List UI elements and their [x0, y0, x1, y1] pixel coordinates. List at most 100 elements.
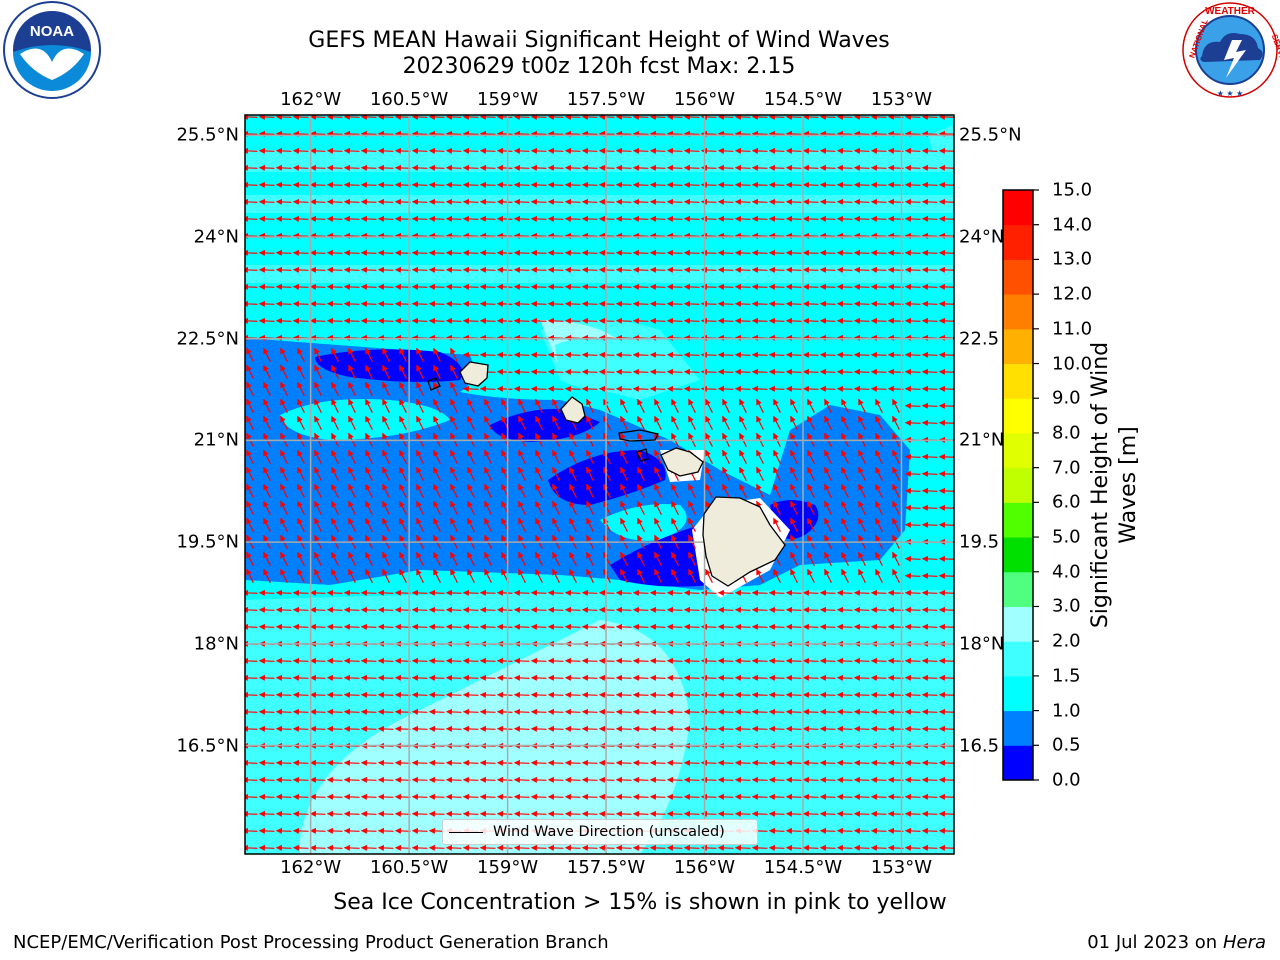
wave-direction-arrow — [292, 115, 309, 120]
wave-direction-arrow — [309, 266, 326, 273]
wave-direction-arrow — [479, 215, 496, 222]
wave-direction-arrow — [433, 381, 441, 396]
wave-direction-arrow — [377, 181, 394, 188]
colorbar-swatch — [1003, 641, 1033, 677]
wave-direction-arrow — [348, 347, 356, 362]
wave-direction-arrow — [751, 181, 768, 188]
wave-direction-arrow — [246, 347, 254, 362]
wave-direction-arrow — [428, 317, 445, 324]
wave-direction-arrow — [428, 130, 445, 137]
colorbar-swatch — [1003, 224, 1033, 260]
wave-direction-arrow — [547, 385, 564, 392]
colorbar-tick-label: 12.0 — [1052, 283, 1093, 305]
wave-direction-arrow — [479, 115, 496, 120]
wave-direction-arrow — [326, 147, 343, 154]
wave-direction-arrow — [428, 181, 445, 188]
wave-direction-arrow — [938, 351, 954, 358]
wave-direction-arrow — [331, 364, 339, 379]
wave-direction-arrow — [632, 198, 649, 205]
wave-direction-arrow — [411, 181, 428, 188]
wave-direction-arrow — [836, 232, 853, 239]
wave-direction-arrow — [683, 130, 700, 137]
wave-direction-arrow — [530, 368, 547, 375]
wave-direction-arrow — [479, 266, 496, 273]
wave-direction-arrow — [394, 130, 411, 137]
wave-direction-arrow — [399, 381, 407, 396]
colorbar-tick-label: 15.0 — [1052, 179, 1093, 201]
wave-direction-arrow — [785, 215, 802, 222]
wave-direction-arrow — [598, 130, 615, 137]
wave-direction-arrow — [360, 249, 377, 256]
wave-direction-arrow — [717, 317, 734, 324]
wave-direction-arrow — [496, 232, 513, 239]
wave-direction-arrow — [496, 249, 513, 256]
wave-direction-arrow — [513, 317, 530, 324]
wave-direction-arrow — [870, 147, 887, 154]
wave-direction-arrow — [297, 347, 305, 362]
wave-direction-arrow — [666, 283, 683, 290]
wave-direction-arrow — [615, 266, 632, 273]
colorbar-swatch — [1003, 502, 1033, 538]
wave-direction-arrow — [382, 347, 390, 362]
wave-direction-arrow — [853, 351, 870, 358]
wave-direction-arrow — [377, 164, 394, 171]
wave-direction-arrow — [326, 283, 343, 290]
wave-direction-arrow — [598, 198, 615, 205]
wave-direction-arrow — [479, 164, 496, 171]
wave-direction-arrow — [785, 283, 802, 290]
wave-direction-arrow — [479, 130, 496, 137]
wave-direction-arrow — [853, 181, 870, 188]
wave-direction-arrow — [819, 385, 836, 392]
wave-direction-arrow — [496, 215, 513, 222]
colorbar-tick-label: 8.0 — [1052, 422, 1081, 444]
wave-direction-arrow — [377, 147, 394, 154]
wave-direction-arrow — [326, 130, 343, 137]
wave-direction-arrow — [802, 232, 819, 239]
wave-direction-arrow — [275, 115, 292, 120]
wave-direction-arrow — [785, 115, 802, 120]
wave-direction-arrow — [904, 351, 921, 358]
wave-direction-arrow — [326, 215, 343, 222]
wave-direction-arrow — [309, 130, 326, 137]
wave-direction-arrow — [309, 147, 326, 154]
wave-direction-arrow — [564, 181, 581, 188]
wave-direction-arrow — [258, 147, 275, 154]
wave-direction-arrow — [921, 351, 938, 358]
wave-direction-arrow — [280, 347, 288, 362]
wave-direction-arrow — [853, 115, 870, 120]
wave-direction-arrow — [552, 398, 560, 413]
wave-direction-arrow — [377, 115, 394, 120]
wave-direction-arrow — [717, 368, 734, 375]
wave-direction-arrow — [802, 249, 819, 256]
colorbar-swatch — [1003, 398, 1033, 434]
wave-direction-arrow — [666, 249, 683, 256]
wave-direction-arrow — [598, 215, 615, 222]
wave-direction-arrow — [717, 249, 734, 256]
wave-direction-arrow — [785, 266, 802, 273]
wave-direction-arrow — [530, 181, 547, 188]
wave-direction-arrow — [547, 317, 564, 324]
wave-direction-arrow — [394, 215, 411, 222]
noaa-logo: NOAA — [3, 1, 101, 99]
wave-direction-arrow — [479, 283, 496, 290]
wave-direction-arrow — [479, 232, 496, 239]
wave-direction-arrow — [326, 232, 343, 239]
colorbar-swatch — [1003, 745, 1033, 781]
wave-direction-arrow — [297, 381, 305, 396]
wave-direction-arrow — [853, 130, 870, 137]
wave-direction-arrow — [309, 249, 326, 256]
wave-direction-arrow — [785, 198, 802, 205]
wave-direction-arrow — [275, 249, 292, 256]
colorbar-tick-label: 4.0 — [1052, 561, 1081, 583]
wave-direction-arrow — [620, 398, 628, 413]
wave-direction-arrow — [343, 198, 360, 205]
wave-direction-arrow — [428, 198, 445, 205]
wave-direction-arrow — [683, 115, 700, 120]
wave-direction-arrow — [819, 164, 836, 171]
wave-direction-arrow — [717, 385, 734, 392]
wave-direction-arrow — [734, 283, 751, 290]
wave-direction-arrow — [280, 398, 288, 413]
wave-direction-arrow — [445, 130, 462, 137]
wave-direction-arrow — [734, 351, 751, 358]
wave-direction-arrow — [428, 283, 445, 290]
